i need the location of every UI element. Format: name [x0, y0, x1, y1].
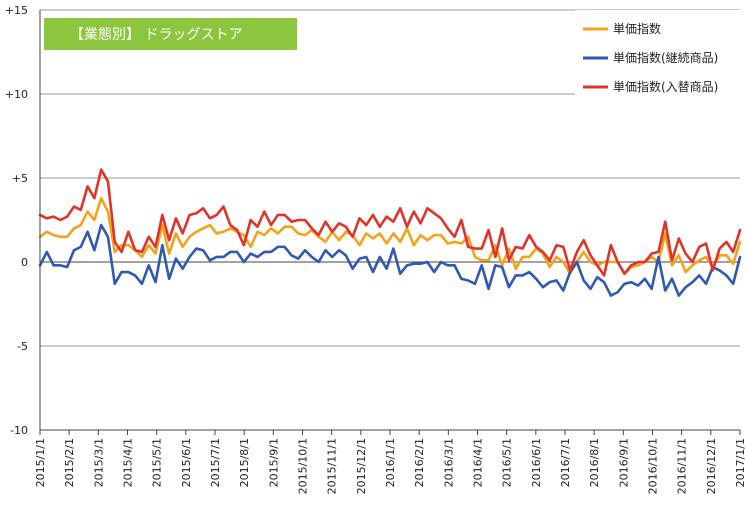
- legend-label: 単価指数: [613, 21, 661, 36]
- x-tick-label: 2015/7/1: [209, 438, 222, 487]
- x-tick-label: 2016/1/1: [384, 438, 397, 487]
- x-tick-label: 2017/1/1: [734, 438, 745, 487]
- x-tick-label: 2016/8/1: [588, 438, 601, 487]
- x-tick-labels: 2015/1/1 2015/2/1 2015/3/1 2015/4/1 2015/5/1…: [34, 430, 745, 494]
- y-tick-label: -5: [17, 340, 28, 353]
- y-tick-label: +15: [5, 4, 28, 17]
- x-tick-label: 2015/12/1: [355, 438, 368, 494]
- x-tick-label: 2016/12/1: [705, 438, 718, 494]
- x-tick-label: 2015/11/1: [326, 438, 339, 494]
- chart-title-background: [44, 18, 297, 50]
- y-tick-label: +5: [12, 172, 28, 185]
- legend-label: 単価指数(継続商品): [613, 50, 718, 65]
- x-tick-label: 2016/9/1: [617, 438, 630, 487]
- x-tick-label: 2015/5/1: [151, 438, 164, 487]
- x-tick-label: 2015/8/1: [238, 438, 251, 487]
- x-tick-label: 2016/6/1: [530, 438, 543, 487]
- x-tick-label: 2015/2/1: [63, 438, 76, 487]
- y-tick-label: 0: [21, 256, 28, 269]
- chart-title: 【業態別】 ドラッグストア: [70, 27, 242, 43]
- x-tick-label: 2015/4/1: [122, 438, 135, 487]
- x-tick-label: 2016/7/1: [559, 438, 572, 487]
- series-lines: [38, 168, 742, 297]
- x-tick-label: 2015/10/1: [297, 438, 310, 494]
- x-tick-label: 2016/2/1: [413, 438, 426, 487]
- x-tick-label: 2016/5/1: [501, 438, 514, 487]
- series-line-1: [38, 223, 742, 297]
- chart-title-box: 【業態別】 ドラッグストア: [44, 18, 297, 50]
- x-tick-label: 2016/4/1: [472, 438, 485, 487]
- x-tick-label: 2016/3/1: [442, 438, 455, 487]
- x-tick-label: 2015/3/1: [92, 438, 105, 487]
- x-tick-label: 2016/10/1: [647, 438, 660, 494]
- legend-label: 単価指数(入替商品): [613, 79, 718, 94]
- legend-background: [575, 10, 740, 95]
- y-tick-label: +10: [5, 88, 28, 101]
- x-tick-label: 2015/9/1: [267, 438, 280, 487]
- x-tick-label: 2016/11/1: [676, 438, 689, 494]
- y-axis: +15 +10 +5 0 -5 -10: [5, 4, 41, 437]
- x-tick-label: 2015/6/1: [180, 438, 193, 487]
- y-tick-label: -10: [10, 424, 28, 437]
- x-tick-label: 2015/1/1: [34, 438, 47, 487]
- series-line-2: [38, 168, 742, 277]
